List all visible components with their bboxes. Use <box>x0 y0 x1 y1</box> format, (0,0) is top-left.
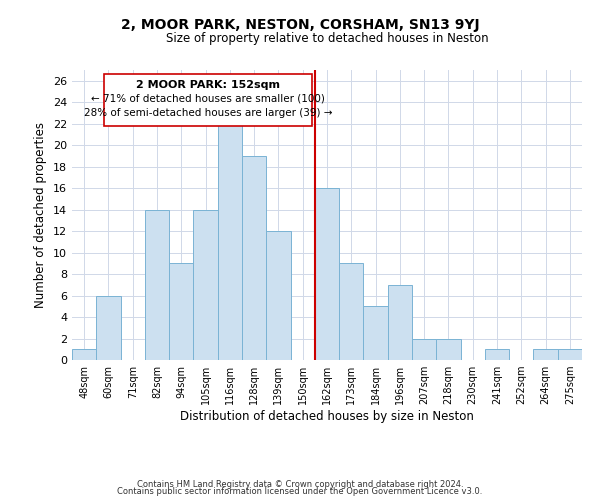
Bar <box>315 188 339 360</box>
Text: Contains public sector information licensed under the Open Government Licence v3: Contains public sector information licen… <box>118 487 482 496</box>
X-axis label: Distribution of detached houses by size in Neston: Distribution of detached houses by size … <box>180 410 474 423</box>
Text: Contains HM Land Registry data © Crown copyright and database right 2024.: Contains HM Land Registry data © Crown c… <box>137 480 463 489</box>
Bar <box>218 124 242 360</box>
Bar <box>485 350 509 360</box>
Bar <box>558 350 582 360</box>
Bar <box>169 264 193 360</box>
Bar <box>266 231 290 360</box>
Bar <box>193 210 218 360</box>
Text: 2 MOOR PARK: 152sqm: 2 MOOR PARK: 152sqm <box>136 80 280 90</box>
Bar <box>339 264 364 360</box>
Bar <box>242 156 266 360</box>
Text: 28% of semi-detached houses are larger (39) →: 28% of semi-detached houses are larger (… <box>84 108 332 118</box>
Bar <box>72 350 96 360</box>
Title: Size of property relative to detached houses in Neston: Size of property relative to detached ho… <box>166 32 488 45</box>
Text: ← 71% of detached houses are smaller (100): ← 71% of detached houses are smaller (10… <box>91 94 325 104</box>
Bar <box>533 350 558 360</box>
Bar <box>436 338 461 360</box>
Bar <box>388 285 412 360</box>
Y-axis label: Number of detached properties: Number of detached properties <box>34 122 47 308</box>
Bar <box>412 338 436 360</box>
FancyBboxPatch shape <box>104 74 313 126</box>
Bar <box>364 306 388 360</box>
Text: 2, MOOR PARK, NESTON, CORSHAM, SN13 9YJ: 2, MOOR PARK, NESTON, CORSHAM, SN13 9YJ <box>121 18 479 32</box>
Bar <box>145 210 169 360</box>
Bar <box>96 296 121 360</box>
